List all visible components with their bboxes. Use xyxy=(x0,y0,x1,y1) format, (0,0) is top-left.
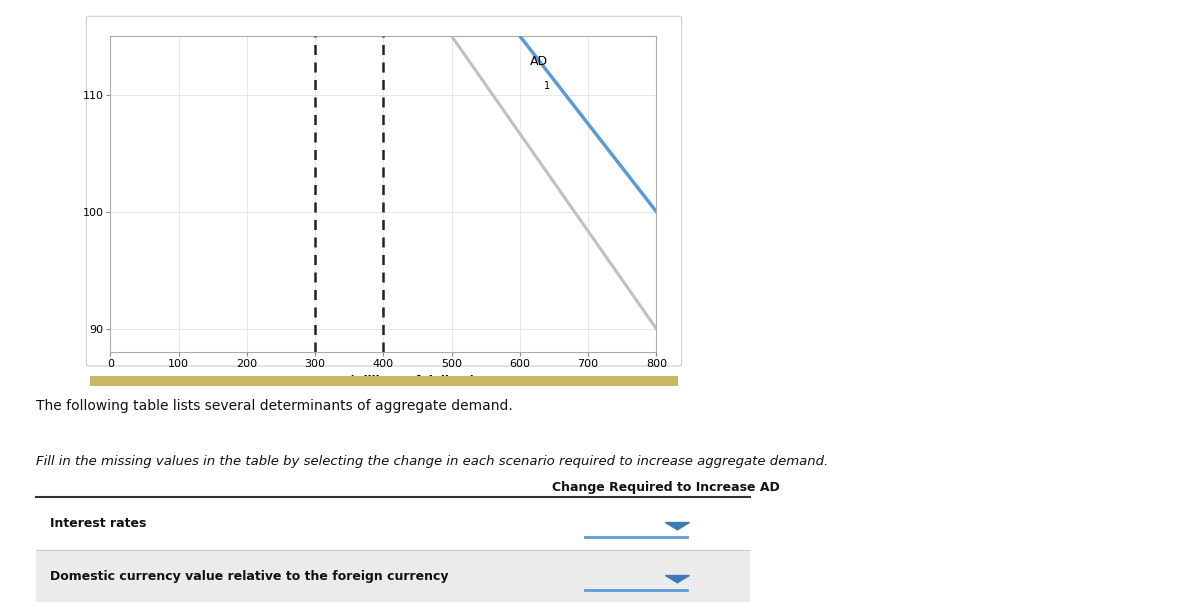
Text: AD: AD xyxy=(530,55,548,69)
Text: Domestic currency value relative to the foreign currency: Domestic currency value relative to the … xyxy=(50,569,449,583)
Text: Fill in the missing values in the table by selecting the change in each scenario: Fill in the missing values in the table … xyxy=(36,455,828,468)
X-axis label: OUTPUT (Billions of dollars): OUTPUT (Billions of dollars) xyxy=(292,374,475,388)
Text: Change Required to Increase AD: Change Required to Increase AD xyxy=(552,480,780,494)
Text: 1: 1 xyxy=(544,81,550,91)
Text: Interest rates: Interest rates xyxy=(50,517,146,530)
Text: The following table lists several determinants of aggregate demand.: The following table lists several determ… xyxy=(36,399,512,412)
